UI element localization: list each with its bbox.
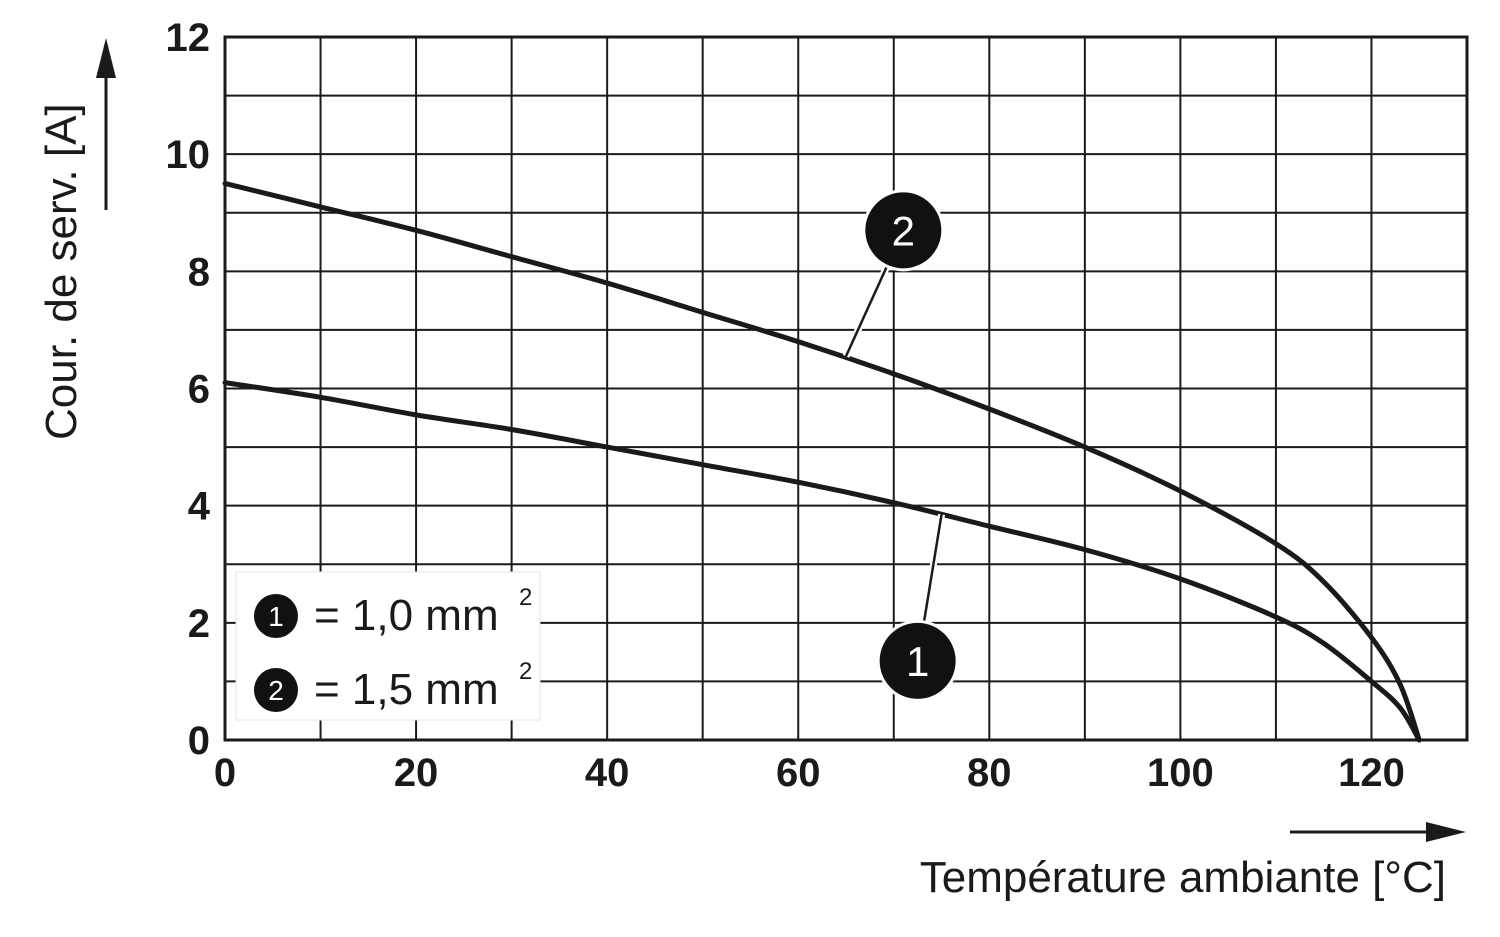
- x-tick-label: 40: [585, 751, 630, 795]
- series-line-1: [222, 380, 1422, 743]
- y-tick-label: 10: [166, 133, 211, 177]
- y-tick-label: 0: [188, 719, 210, 763]
- x-tick-label: 0: [214, 751, 236, 795]
- x-tick-label: 80: [967, 751, 1012, 795]
- legend-label-1: = 1,0 mm: [314, 591, 499, 640]
- y-tick-label: 12: [166, 16, 211, 60]
- x-tick-label: 120: [1338, 751, 1405, 795]
- y-tick-label: 6: [188, 368, 210, 412]
- legend-label-2: = 1,5 mm: [314, 665, 499, 714]
- callout-leader-1: [922, 514, 943, 624]
- plot-frame: [223, 35, 1469, 742]
- series-lines: [222, 180, 1422, 743]
- callout-leader-2: [844, 264, 889, 357]
- axis-labels: Cour. de serv. [A] Température ambiante …: [37, 38, 1466, 902]
- y-tick-label: 4: [188, 485, 211, 529]
- y-axis-arrow-head: [96, 38, 116, 78]
- x-axis-arrow-head: [1426, 822, 1466, 842]
- legend-sup-2: 2: [519, 658, 532, 685]
- series-line-2: [222, 180, 1422, 743]
- legend-item-1: 1 = 1,0 mm 2: [254, 584, 532, 640]
- callout-label-2: 2: [892, 207, 915, 254]
- callout-badge-1: [879, 622, 956, 699]
- legend: 1 = 1,0 mm 2 2 = 1,5 mm 2: [235, 571, 541, 721]
- y-tick-label: 2: [188, 602, 210, 646]
- x-tick-label: 20: [394, 751, 439, 795]
- legend-sup-1: 2: [519, 584, 532, 611]
- legend-badge-label-2: 2: [268, 675, 284, 706]
- legend-item-2: 2 = 1,5 mm 2: [254, 658, 532, 714]
- legend-badge-1: [254, 594, 298, 638]
- x-axis-label: Température ambiante [°C]: [920, 853, 1446, 902]
- y-axis-label: Cour. de serv. [A]: [37, 103, 86, 440]
- legend-badge-2: [254, 668, 298, 712]
- callout-badge-2: [865, 192, 942, 269]
- x-tick-label: 60: [776, 751, 821, 795]
- callout-label-1: 1: [906, 638, 929, 685]
- grid: [223, 35, 1469, 742]
- callouts: 12: [842, 189, 959, 702]
- y-tick-label: 8: [188, 250, 210, 294]
- legend-badge-label-1: 1: [268, 601, 284, 632]
- x-tick-label: 100: [1147, 751, 1214, 795]
